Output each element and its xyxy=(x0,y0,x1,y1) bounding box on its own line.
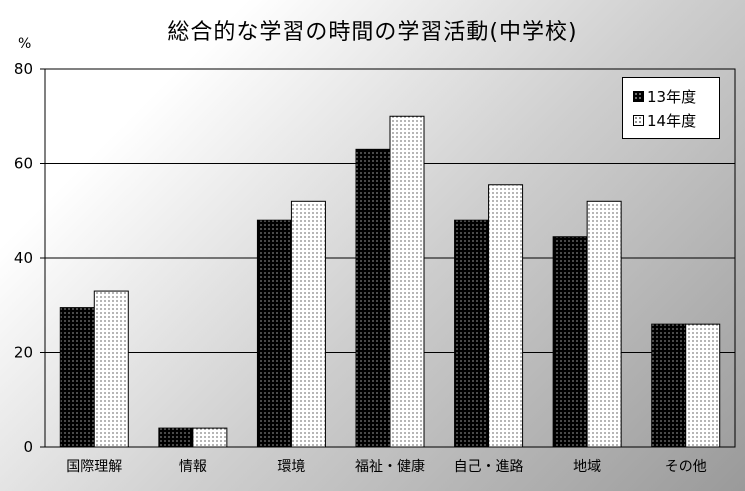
bar-13-3 xyxy=(355,148,391,448)
legend-item-14: 14年度 xyxy=(633,108,719,132)
legend-swatch-light xyxy=(633,114,644,126)
legend-swatch-dark xyxy=(633,90,644,102)
x-tick-label: 環境 xyxy=(277,459,305,475)
y-tick-label: 40 xyxy=(14,249,33,267)
chart-title: 総合的な学習の時間の学習活動(中学校) xyxy=(167,20,578,45)
bar-13-2 xyxy=(256,219,292,448)
y-tick-label: 20 xyxy=(14,344,33,362)
legend-label-13: 13年度 xyxy=(647,87,697,106)
y-tick-label: 60 xyxy=(14,155,33,173)
bar-14-0 xyxy=(93,290,129,448)
bar-14-2 xyxy=(290,200,326,448)
legend-item-13: 13年度 xyxy=(633,84,719,108)
bar-14-4 xyxy=(488,184,524,448)
x-tick-label: 福祉・健康 xyxy=(355,458,425,475)
x-tick-label: 地域 xyxy=(573,459,601,475)
bar-13-4 xyxy=(454,219,490,448)
y-tick-label: 80 xyxy=(14,60,33,78)
bar-13-0 xyxy=(59,307,95,448)
x-tick-label: 自己・進路 xyxy=(454,459,524,475)
bar-14-6 xyxy=(685,323,721,448)
x-tick-label: 情報 xyxy=(179,459,207,475)
y-unit-label: % xyxy=(18,36,32,52)
bar-14-5 xyxy=(586,200,622,448)
legend-label-14: 14年度 xyxy=(647,111,697,130)
legend: 13年度 14年度 xyxy=(622,77,720,139)
bar-14-3 xyxy=(389,115,425,448)
bar-13-5 xyxy=(552,236,588,448)
x-tick-label: その他 xyxy=(665,459,707,475)
bar-13-6 xyxy=(651,323,687,448)
x-tick-label: 国際理解 xyxy=(66,459,122,475)
bar-14-1 xyxy=(192,427,228,448)
y-tick-label: 0 xyxy=(23,438,33,456)
bar-13-1 xyxy=(158,427,194,448)
